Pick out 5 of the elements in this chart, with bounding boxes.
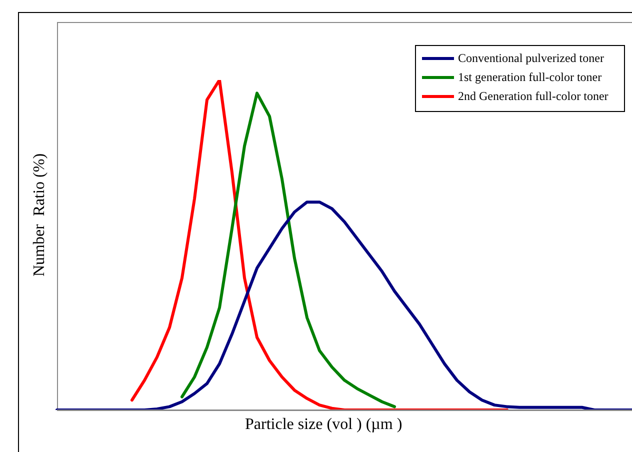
legend-label: Conventional pulverized toner	[458, 50, 604, 66]
legend-label: 2nd Generation full-color toner	[458, 88, 608, 104]
legend-label: 1st generation full-color toner	[458, 69, 602, 85]
y-axis-title: Number Ratio (%)	[31, 153, 49, 277]
x-axis-title: Particle size (vol ) (µm )	[245, 416, 402, 434]
